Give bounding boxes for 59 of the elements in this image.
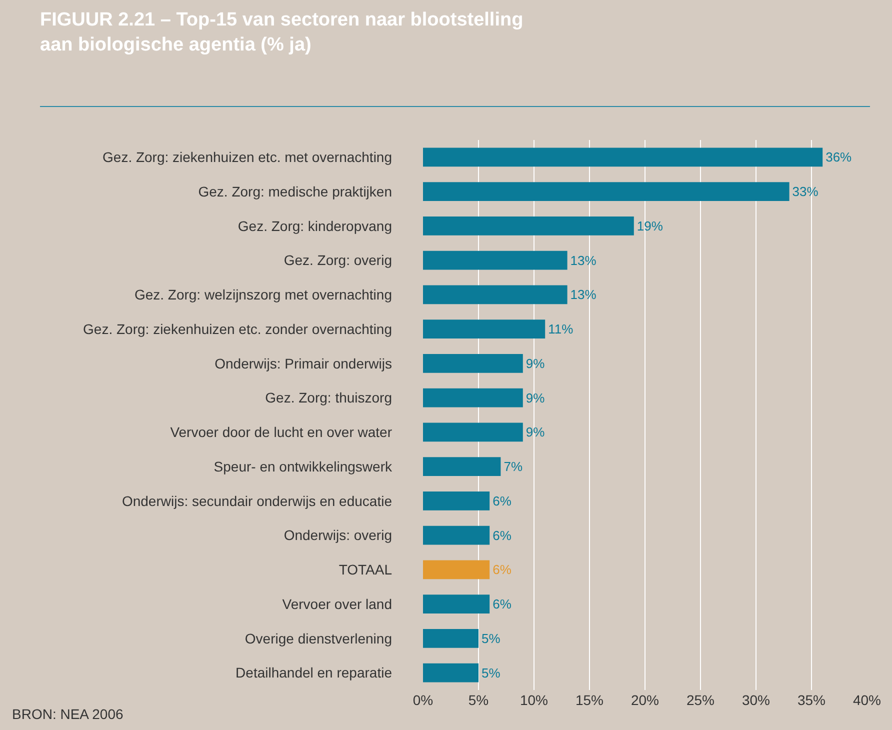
bar xyxy=(423,422,523,442)
bar xyxy=(423,182,790,202)
data-label: 6% xyxy=(492,596,512,612)
x-tick-label: 25% xyxy=(686,692,715,708)
x-tick-label: 30% xyxy=(742,692,770,708)
bar xyxy=(423,526,490,545)
data-label: 13% xyxy=(570,252,597,268)
data-label: 9% xyxy=(526,424,546,440)
x-tick-label: 20% xyxy=(630,692,660,708)
y-tick-label: Overige dienstverlening xyxy=(244,630,392,646)
y-tick-label: Vervoer over land xyxy=(282,596,392,612)
data-label: 33% xyxy=(792,184,819,200)
data-label: 9% xyxy=(526,390,546,406)
bar xyxy=(423,457,501,476)
bar xyxy=(423,560,490,580)
y-tick-label: Gez. Zorg: overig xyxy=(284,252,392,268)
x-tick-label: 40% xyxy=(852,692,882,708)
y-tick-label: Gez. Zorg: medische praktijken xyxy=(198,183,392,200)
data-label: 9% xyxy=(526,356,546,371)
y-tick-label: Onderwijs: Primair onderwijs xyxy=(214,355,392,372)
y-tick-label: Onderwijs: overig xyxy=(284,527,392,544)
x-tick-label: 10% xyxy=(520,692,548,708)
data-label: 7% xyxy=(504,459,523,474)
bar xyxy=(423,663,478,682)
bar xyxy=(423,216,634,236)
chart-title: FIGUUR 2.21 – Top-15 van sectoren naar blootstelling aan biologische agentia (% ja) xyxy=(40,10,524,56)
bar xyxy=(423,285,568,304)
bar xyxy=(423,491,490,510)
bar xyxy=(423,250,568,270)
data-label: 19% xyxy=(636,218,664,234)
data-label: 13% xyxy=(570,287,597,302)
bar xyxy=(423,628,478,648)
data-label: 6% xyxy=(492,528,512,543)
data-label: 11% xyxy=(548,322,574,337)
bar xyxy=(423,320,546,339)
y-tick-label: Vervoer door de lucht en over water xyxy=(170,424,392,440)
data-label: 6% xyxy=(492,562,512,578)
data-label: 5% xyxy=(482,630,501,646)
x-tick-label: 0% xyxy=(412,692,434,708)
y-tick-label: TOTAAL xyxy=(338,562,392,578)
y-tick-label: Gez. Zorg: welzijnszorg met overnachting xyxy=(134,286,392,303)
bar xyxy=(423,594,490,614)
y-tick-label: Onderwijs: secundair onderwijs en educatie xyxy=(122,492,392,509)
bar xyxy=(423,354,523,373)
y-tick-label: Gez. Zorg: kinderopvang xyxy=(238,218,392,234)
x-tick-label: 5% xyxy=(468,692,489,708)
y-tick-label: Speur- en ontwikkelingswerk xyxy=(214,458,393,474)
data-label: 36% xyxy=(826,150,852,165)
data-label: 6% xyxy=(492,493,512,508)
bar xyxy=(423,388,523,408)
y-tick-label: Gez. Zorg: ziekenhuizen etc. zonder overnachting xyxy=(83,320,392,337)
bar xyxy=(423,148,823,167)
y-tick-label: Detailhandel en reparatie xyxy=(236,664,392,681)
text: BRON: NEA 2006 xyxy=(12,706,124,722)
x-tick-label: 15% xyxy=(575,692,604,708)
y-tick-label: Gez. Zorg: ziekenhuizen etc. met overnachting xyxy=(102,149,392,166)
x-tick-label: 35% xyxy=(797,692,826,708)
y-tick-label: Gez. Zorg: thuiszorg xyxy=(265,390,392,406)
data-label: 5% xyxy=(482,665,501,680)
